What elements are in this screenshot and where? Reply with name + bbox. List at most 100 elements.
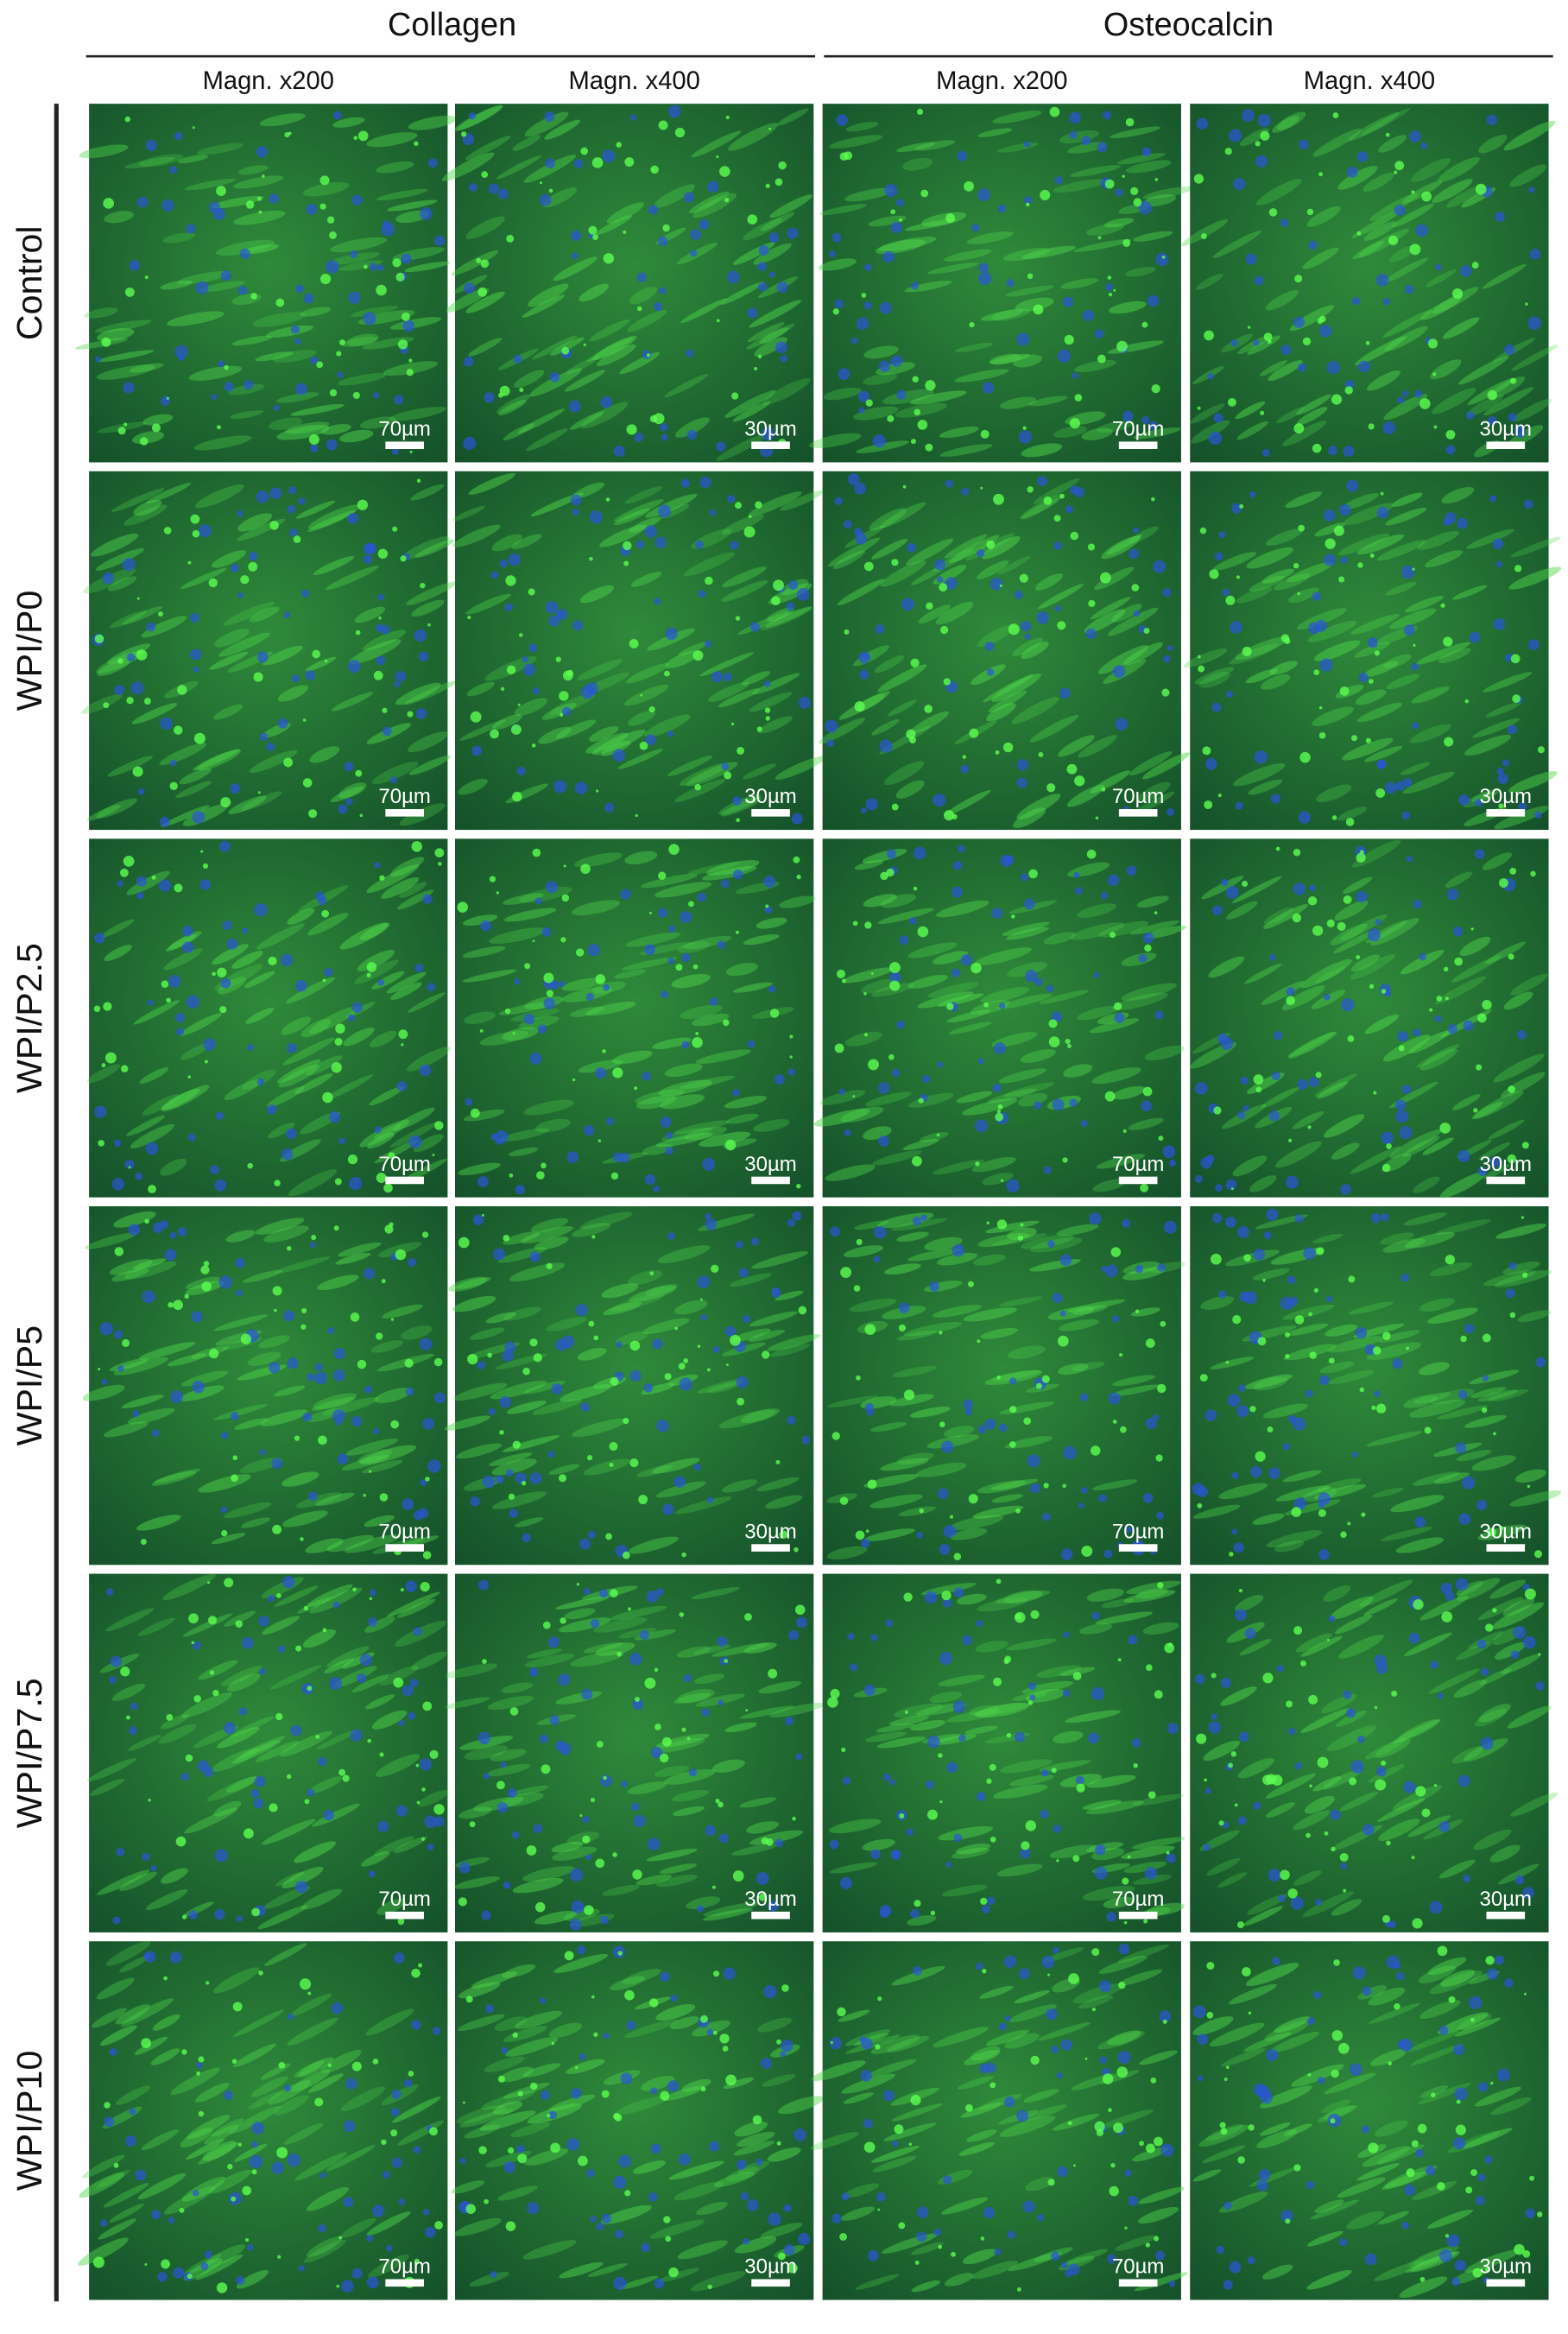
fiber <box>1266 1530 1323 1548</box>
scale-label: 70µm <box>1112 1153 1165 1176</box>
fiber <box>382 1304 424 1319</box>
green-spot <box>724 1659 729 1663</box>
green-spot <box>1062 1483 1066 1489</box>
green-spot <box>1440 603 1445 608</box>
nucleus <box>348 291 361 304</box>
fiber <box>463 1109 505 1122</box>
green-spot <box>224 364 229 370</box>
nucleus <box>100 2219 108 2227</box>
fiber <box>285 421 330 434</box>
nucleus <box>226 938 238 950</box>
fiber <box>572 482 605 499</box>
nucleus <box>1355 1326 1368 1339</box>
nucleus <box>168 975 181 988</box>
nucleus <box>99 1322 113 1336</box>
green-spot <box>1086 849 1097 859</box>
fiber <box>1287 1031 1335 1058</box>
fiber <box>126 870 170 895</box>
nucleus <box>1446 889 1459 901</box>
fiber <box>1067 1299 1126 1312</box>
fiber <box>871 718 900 736</box>
nucleus <box>1228 129 1242 142</box>
fiber <box>1231 876 1282 903</box>
nucleus <box>723 1967 736 1980</box>
nucleus <box>463 436 477 450</box>
nucleus <box>1148 421 1158 430</box>
fiber <box>503 908 557 922</box>
fiber <box>141 616 187 638</box>
nucleus <box>850 1663 858 1672</box>
green-spot <box>768 1668 778 1679</box>
fiber <box>489 1452 533 1467</box>
green-spot <box>550 2142 560 2154</box>
nucleus <box>883 2090 895 2102</box>
green-spot <box>1326 1638 1330 1641</box>
fiber <box>109 2203 144 2223</box>
fiber <box>278 1064 319 1088</box>
nucleus <box>351 194 363 206</box>
green-spot <box>863 991 867 996</box>
fiber <box>509 1785 549 1797</box>
nucleus <box>952 1700 966 1713</box>
panel-bg <box>822 1205 1181 1565</box>
fiber <box>1021 642 1049 660</box>
green-spot <box>1234 1803 1238 1807</box>
green-spot <box>762 1350 770 1359</box>
nucleus <box>1401 811 1411 820</box>
green-spot <box>510 724 522 735</box>
fiber <box>1317 2105 1358 2122</box>
fiber <box>921 212 967 226</box>
fiber <box>226 1673 261 1692</box>
panel-bg <box>822 104 1181 463</box>
fiber <box>1514 1469 1547 1483</box>
green-spot <box>1109 2185 1119 2197</box>
fiber <box>1287 1323 1329 1336</box>
nucleus <box>942 1597 952 1608</box>
green-spot <box>865 399 873 407</box>
nucleus <box>1101 891 1109 900</box>
fiber <box>1317 1081 1349 1099</box>
fiber <box>339 922 389 950</box>
green-spot <box>623 1417 629 1425</box>
fiber <box>845 2034 901 2054</box>
nucleus <box>294 383 308 395</box>
nucleus <box>654 598 661 605</box>
nucleus <box>665 627 678 641</box>
green-spot <box>1433 425 1438 429</box>
nucleus <box>315 891 325 901</box>
fiber <box>999 396 1037 409</box>
nucleus <box>890 355 903 367</box>
nucleus <box>1047 1240 1055 1248</box>
fiber <box>829 135 883 149</box>
fiber <box>1283 1344 1337 1361</box>
nucleus <box>994 2248 1002 2256</box>
green-spot <box>1417 2123 1427 2134</box>
green-spot <box>1498 803 1504 809</box>
green-spot <box>1090 1445 1101 1456</box>
fiber <box>198 1660 238 1680</box>
green-spot <box>852 920 858 927</box>
green-spot <box>632 1869 642 1880</box>
nucleus <box>413 1627 422 1636</box>
green-spot <box>499 1430 504 1435</box>
fiber <box>577 659 623 680</box>
fiber <box>281 1866 324 1888</box>
fiber <box>635 1874 673 1886</box>
nucleus <box>681 952 691 962</box>
nucleus <box>484 2004 495 2014</box>
nucleus <box>1318 1492 1331 1505</box>
fiber <box>133 1258 167 1270</box>
fiber <box>320 424 351 435</box>
nucleus <box>1061 2261 1068 2269</box>
fiber <box>1265 1802 1295 1818</box>
green-spot <box>561 346 570 355</box>
fiber <box>1366 1431 1423 1446</box>
nucleus <box>1155 252 1169 267</box>
nucleus <box>419 1064 432 1077</box>
nucleus <box>1343 1690 1352 1699</box>
fiber <box>1282 421 1327 446</box>
fiber <box>373 1836 414 1856</box>
green-spot <box>429 1749 439 1759</box>
green-spot <box>726 1363 729 1367</box>
green-spot <box>1242 646 1252 656</box>
